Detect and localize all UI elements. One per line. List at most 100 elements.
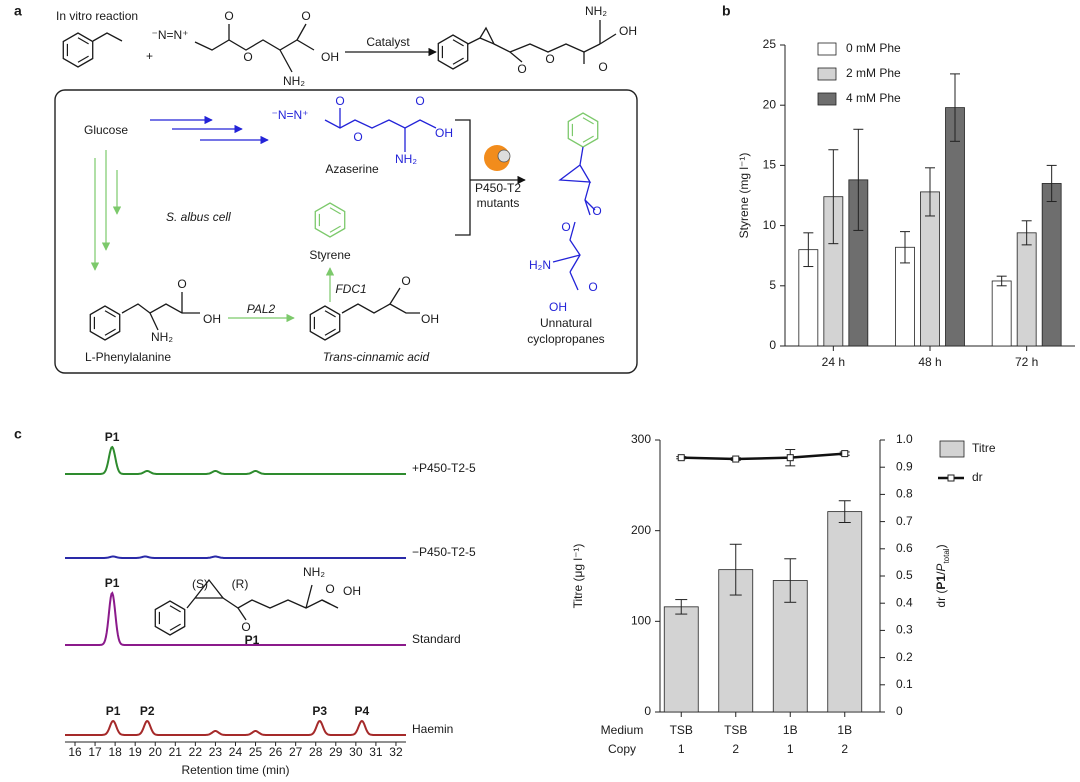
label: FDC1 [335, 282, 366, 296]
legend-label: Titre [972, 441, 996, 455]
dr-marker [786, 454, 794, 462]
atom-label: O [353, 130, 362, 144]
x-tick-label: 1 [678, 742, 685, 756]
double-bond [169, 623, 181, 631]
atom-label: (S) [192, 577, 208, 591]
atom-label: OH [435, 126, 453, 140]
x-tick-label: 1 [787, 742, 794, 756]
atom-label: OH [619, 24, 637, 38]
chromatogram-trace [65, 591, 406, 646]
legend-label: 2 mM Phe [846, 66, 901, 80]
y2-axis-label: dr (P1/Ptotal) [934, 544, 950, 607]
atom-label: NH₂ [283, 74, 305, 88]
double-bond [324, 328, 336, 336]
label: P450-T2 [475, 181, 521, 195]
x-tick-label: 2 [732, 742, 739, 756]
y2-axis-label-part: P1 [934, 575, 948, 590]
bond [324, 119, 437, 129]
benzene-ring [154, 600, 186, 636]
bond [222, 597, 339, 609]
bar [1016, 232, 1037, 347]
bond [509, 43, 601, 53]
x-tick-label: 24 [229, 745, 243, 759]
y-tick-label: 300 [631, 432, 651, 446]
bond [558, 146, 592, 183]
bond [237, 607, 247, 621]
atom-label: NH₂ [585, 4, 607, 18]
x-tick-label: 30 [349, 745, 363, 759]
legend-marker [947, 474, 955, 482]
legend-swatch [817, 67, 837, 81]
cell-box [54, 89, 638, 374]
y-tick-label: 25 [763, 37, 777, 51]
peak-label: P1 [106, 704, 121, 718]
y-tick-label: 0 [644, 704, 651, 718]
atom-label: O [415, 94, 424, 108]
bond [194, 39, 315, 51]
atom-label: O [224, 9, 233, 23]
atom-label: O [301, 9, 310, 23]
dr-marker [841, 450, 849, 458]
bar [945, 107, 965, 347]
y2-tick-label: 0 [896, 704, 903, 718]
x-tick-label: 23 [209, 745, 223, 759]
benzene-ring [437, 34, 469, 70]
chromatogram-trace [65, 445, 406, 475]
atom-label: O [335, 94, 344, 108]
double-bond [329, 225, 341, 233]
y2-tick-label: 0.7 [896, 514, 913, 528]
trace-label: Haemin [412, 722, 453, 736]
x-tick-label: 72 h [1015, 355, 1038, 369]
label: Glucose [84, 123, 128, 137]
x-tick-label: 18 [108, 745, 122, 759]
y-tick-label: 15 [763, 158, 777, 172]
x-tick-label: 1B [783, 723, 798, 737]
bond [584, 181, 591, 216]
bond [569, 221, 581, 273]
chromatogram-trace [65, 555, 406, 559]
bond [569, 271, 579, 291]
y2-tick-label: 0.1 [896, 677, 913, 691]
atom-label: O [177, 277, 186, 291]
x-tick-label: 2 [841, 742, 848, 756]
double-bond [582, 135, 594, 143]
y2-axis-label-part: P [934, 564, 948, 572]
x-tick-label: 22 [189, 745, 203, 759]
label: Azaserine [325, 162, 379, 176]
benzene-ring [89, 305, 121, 341]
atom-label: ⁻N=N⁺ [151, 28, 188, 42]
double-bond [77, 55, 89, 63]
atom-label: (R) [232, 577, 249, 591]
y2-tick-label: 0.8 [896, 487, 913, 501]
atom-label: O [401, 274, 410, 288]
atom-label: P1 [245, 633, 260, 647]
label: cyclopropanes [527, 332, 604, 346]
bond [389, 287, 401, 305]
trace-label: +P450-T2-5 [412, 461, 476, 475]
double-bond [329, 207, 341, 215]
bond [341, 303, 420, 314]
bond [149, 312, 159, 331]
atom-label: OH [549, 300, 567, 314]
y-tick-label: 10 [763, 218, 777, 232]
x-tick-label: 26 [269, 745, 283, 759]
peak-label: P1 [105, 430, 120, 444]
label: Unnatural [540, 316, 592, 330]
atom-label: O [243, 50, 252, 64]
trace-label: −P450-T2-5 [412, 545, 476, 559]
y2-tick-label: 0.9 [896, 459, 913, 473]
x-tick-label: 48 h [918, 355, 941, 369]
label: + [146, 49, 153, 63]
y-axis-label: Styrene (mg l⁻¹) [737, 153, 751, 239]
label: Trans-cinnamic acid [323, 350, 430, 364]
x-tick-label: 27 [289, 745, 303, 759]
atom-label: O [588, 280, 597, 294]
x-tick-label: TSB [724, 723, 747, 737]
x-tick-label: 19 [129, 745, 143, 759]
enzyme-icon [497, 149, 511, 163]
benzene-ring [309, 305, 341, 341]
bond [584, 199, 596, 211]
y2-axis-label-part: dr ( [934, 590, 948, 608]
panel-label: a [14, 3, 22, 19]
